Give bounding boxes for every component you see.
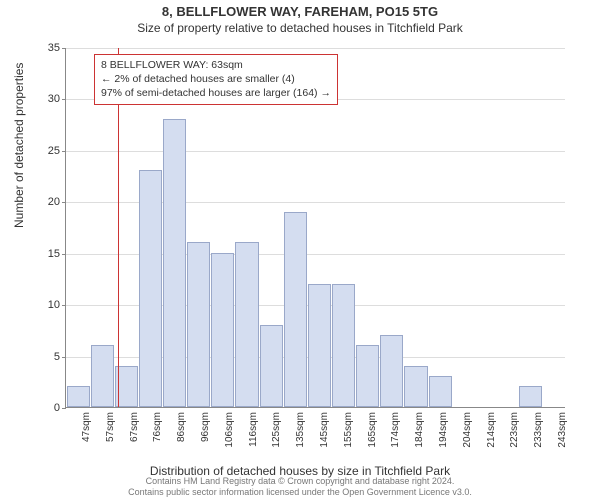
y-tick-label: 15 [30, 248, 60, 260]
annotation-line-2: ← 2% of detached houses are smaller (4) [101, 72, 331, 86]
footer-attribution: Contains HM Land Registry data © Crown c… [0, 476, 600, 498]
chart-super-title: 8, BELLFLOWER WAY, FAREHAM, PO15 5TG [0, 4, 600, 19]
y-tick-label: 0 [30, 402, 60, 414]
histogram-bar [67, 386, 90, 407]
x-tick-label: 116sqm [248, 412, 259, 462]
x-tick-label: 204sqm [462, 412, 473, 462]
annotation-box: 8 BELLFLOWER WAY: 63sqm ← 2% of detached… [94, 54, 338, 105]
x-tick-label: 223sqm [509, 412, 520, 462]
histogram-bar [404, 366, 427, 407]
footer-line-1: Contains HM Land Registry data © Crown c… [0, 476, 600, 487]
y-tick-label: 5 [30, 351, 60, 363]
histogram-bar [519, 386, 542, 407]
histogram-bar [308, 284, 331, 407]
x-tick-label: 76sqm [152, 412, 163, 462]
x-tick-label: 86sqm [176, 412, 187, 462]
x-tick-label: 145sqm [319, 412, 330, 462]
histogram-bar [139, 170, 162, 407]
x-tick-label: 165sqm [367, 412, 378, 462]
histogram-bar [380, 335, 403, 407]
histogram-bar [260, 325, 283, 407]
x-tick-label: 47sqm [81, 412, 92, 462]
y-tick-label: 10 [30, 299, 60, 311]
y-tick-label: 30 [30, 93, 60, 105]
y-tick-label: 20 [30, 196, 60, 208]
histogram-bar [429, 376, 452, 407]
annotation-line-1: 8 BELLFLOWER WAY: 63sqm [101, 58, 331, 72]
x-tick-label: 125sqm [271, 412, 282, 462]
histogram-bar [91, 345, 114, 407]
x-tick-label: 135sqm [295, 412, 306, 462]
x-tick-label: 174sqm [390, 412, 401, 462]
chart-sub-title: Size of property relative to detached ho… [0, 21, 600, 35]
histogram-bar [332, 284, 355, 407]
histogram-bar [356, 345, 379, 407]
histogram-bar [211, 253, 234, 407]
x-tick-label: 214sqm [486, 412, 497, 462]
histogram-bar [284, 212, 307, 407]
x-tick-label: 243sqm [557, 412, 568, 462]
y-axis-title: Number of detached properties [12, 63, 26, 228]
x-tick-label: 194sqm [438, 412, 449, 462]
y-tick-label: 35 [30, 42, 60, 54]
footer-line-2: Contains public sector information licen… [0, 487, 600, 498]
y-tick-label: 25 [30, 145, 60, 157]
x-tick-label: 67sqm [129, 412, 140, 462]
x-tick-label: 155sqm [343, 412, 354, 462]
x-tick-label: 96sqm [200, 412, 211, 462]
x-tick-label: 57sqm [105, 412, 116, 462]
histogram-bar [235, 242, 258, 407]
x-tick-label: 233sqm [533, 412, 544, 462]
annotation-line-3: 97% of semi-detached houses are larger (… [101, 86, 331, 100]
x-tick-label: 184sqm [414, 412, 425, 462]
histogram-bar [163, 119, 186, 407]
histogram-bar [187, 242, 210, 407]
x-tick-label: 106sqm [224, 412, 235, 462]
chart-title-block: 8, BELLFLOWER WAY, FAREHAM, PO15 5TG Siz… [0, 0, 600, 35]
chart-plot-area: 8 BELLFLOWER WAY: 63sqm ← 2% of detached… [65, 48, 565, 408]
y-tick-mark [62, 408, 66, 409]
